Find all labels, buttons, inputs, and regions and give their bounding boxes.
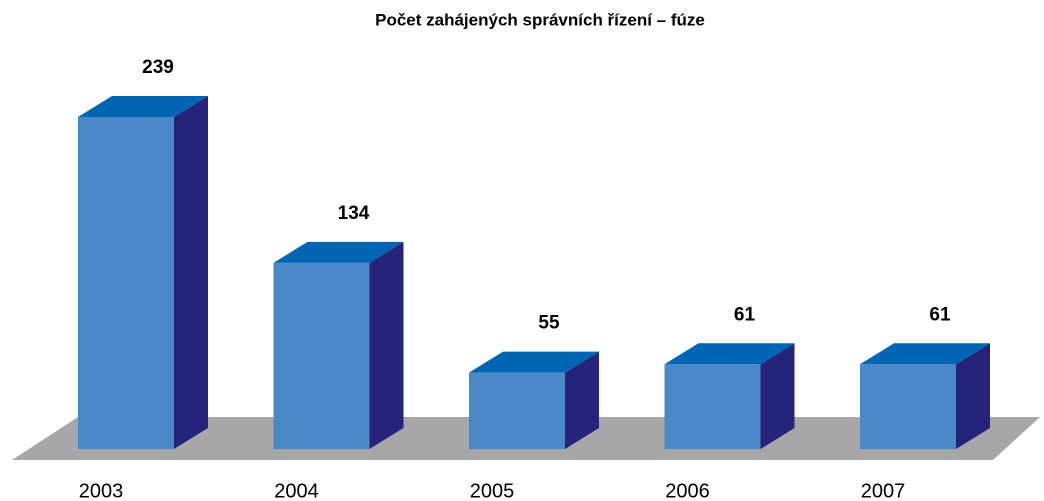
bar-top <box>860 343 990 365</box>
bar-top <box>78 96 208 117</box>
bar-side <box>174 96 208 449</box>
x-tick-label: 2007 <box>861 480 906 501</box>
bar-side <box>369 241 404 449</box>
x-tick-label: 2006 <box>665 480 710 501</box>
value-label: 61 <box>929 304 951 325</box>
x-tick-label: 2004 <box>274 480 319 501</box>
bar-side <box>565 351 599 449</box>
bar <box>664 343 795 449</box>
value-label: 55 <box>538 313 560 334</box>
bar-top <box>273 241 404 263</box>
bar-side <box>760 343 795 449</box>
value-label: 61 <box>734 304 756 325</box>
value-label: 134 <box>338 203 370 224</box>
x-tick-label: 2005 <box>470 480 515 501</box>
bar-front <box>273 262 370 449</box>
bar <box>273 241 404 449</box>
bar <box>860 343 990 449</box>
bar <box>469 351 599 449</box>
bar-side <box>956 343 990 449</box>
bar-top <box>664 343 795 365</box>
bar-front <box>469 372 565 449</box>
bar-top <box>469 351 599 373</box>
bar-front <box>78 117 174 449</box>
chart-title: Počet zahájených správních řízení – fúze <box>375 10 705 29</box>
bar-front <box>664 364 761 449</box>
x-tick-label: 2003 <box>79 480 124 501</box>
value-label: 239 <box>142 57 174 78</box>
bar-front <box>860 364 956 449</box>
bar <box>78 96 208 449</box>
